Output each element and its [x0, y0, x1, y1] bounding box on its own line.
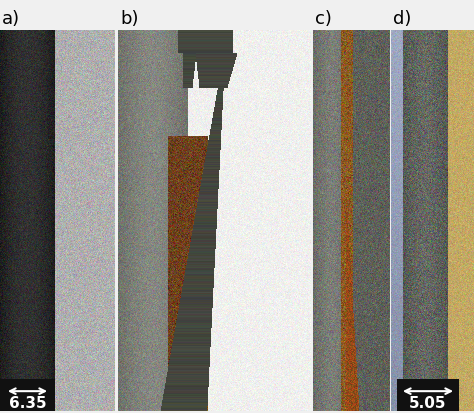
- Bar: [0, 379, 55, 411]
- Text: b): b): [120, 10, 138, 28]
- Text: 5.05: 5.05: [409, 396, 447, 411]
- Text: 6.35: 6.35: [9, 396, 46, 411]
- Bar: [397, 379, 459, 411]
- Text: d): d): [393, 10, 411, 28]
- Text: c): c): [315, 10, 332, 28]
- Text: a): a): [2, 10, 20, 28]
